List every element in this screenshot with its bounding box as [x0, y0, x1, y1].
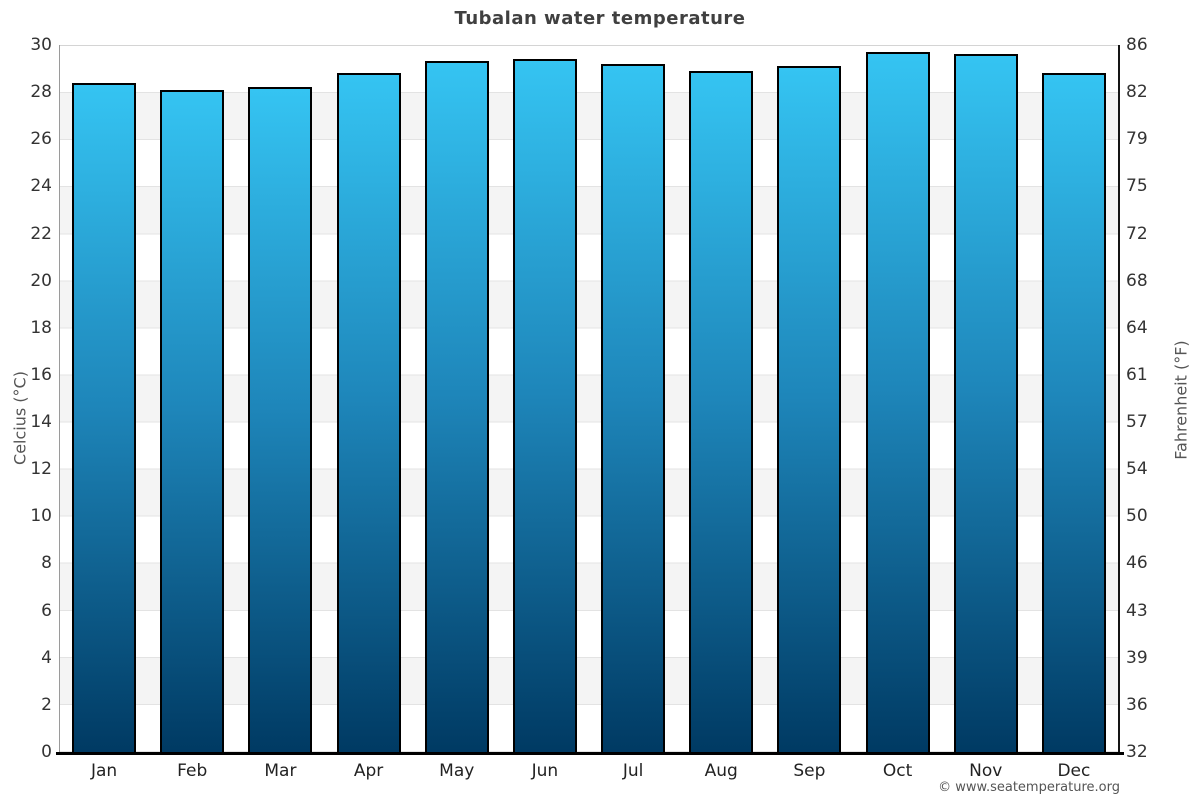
x-tick-oct: Oct: [882, 761, 913, 781]
plot-area: [60, 46, 1118, 752]
x-tick-jul: Jul: [622, 761, 644, 781]
y-tick-left-12: 12: [30, 459, 52, 480]
y-tick-right-79: 79: [1126, 129, 1148, 150]
bar-feb: [160, 89, 225, 752]
y-tick-left-10: 10: [30, 506, 52, 527]
bar-oct: [865, 52, 930, 752]
y-axis-title-fahrenheit: Fahrenheit (°F): [1171, 340, 1191, 460]
y-tick-left-2: 2: [41, 694, 52, 715]
bar-apr: [336, 73, 401, 752]
bar-dec: [1041, 73, 1106, 752]
x-tick-aug: Aug: [704, 761, 738, 781]
y-tick-right-86: 86: [1126, 35, 1148, 55]
chart-title: Tubalan water temperature: [454, 8, 746, 29]
y-tick-right-36: 36: [1126, 694, 1148, 715]
y-tick-left-0: 0: [41, 742, 52, 762]
y-tick-left-8: 8: [41, 553, 52, 574]
bar-aug: [689, 70, 754, 752]
y-tick-right-72: 72: [1126, 223, 1148, 244]
y-tick-left-14: 14: [30, 412, 52, 433]
y-tick-left-28: 28: [30, 82, 52, 103]
bar-jul: [601, 63, 666, 752]
y-tick-left-6: 6: [41, 600, 52, 621]
x-tick-sep: Sep: [793, 761, 826, 781]
bar-jan: [72, 82, 137, 752]
x-tick-mar: Mar: [264, 761, 297, 781]
y-tick-right-68: 68: [1126, 270, 1148, 291]
y-tick-left-16: 16: [30, 364, 52, 385]
x-tick-jun: Jun: [531, 761, 559, 781]
y-tick-right-50: 50: [1126, 506, 1148, 527]
y-tick-right-43: 43: [1126, 600, 1148, 621]
x-axis-line: [56, 752, 1124, 755]
y-tick-right-39: 39: [1126, 647, 1148, 668]
y-axis-title-celsius: Celcius (°C): [10, 371, 30, 465]
y-axis-right-spine: [1118, 45, 1120, 752]
copyright-credit: © www.seatemperature.org: [938, 780, 1120, 795]
y-tick-left-18: 18: [30, 317, 52, 338]
y-tick-left-30: 30: [30, 35, 52, 55]
bar-nov: [953, 54, 1018, 752]
x-tick-jan: Jan: [90, 761, 118, 781]
bar-may: [424, 61, 489, 752]
y-tick-right-46: 46: [1126, 553, 1148, 574]
x-tick-apr: Apr: [353, 761, 384, 781]
y-tick-left-24: 24: [30, 176, 52, 197]
y-axis-left-spine: [59, 45, 60, 752]
y-tick-left-4: 4: [41, 647, 52, 668]
bar-jun: [512, 59, 577, 752]
y-tick-left-22: 22: [30, 223, 52, 244]
bar-sep: [777, 66, 842, 752]
x-tick-may: May: [439, 761, 475, 781]
y-tick-right-57: 57: [1126, 412, 1148, 433]
plot-top-border: [59, 45, 1120, 46]
bar-mar: [248, 87, 313, 752]
x-tick-dec: Dec: [1057, 761, 1091, 781]
y-tick-right-61: 61: [1126, 364, 1148, 385]
y-tick-left-26: 26: [30, 129, 52, 150]
y-tick-right-64: 64: [1126, 317, 1148, 338]
y-tick-right-54: 54: [1126, 459, 1148, 480]
y-tick-right-82: 82: [1126, 82, 1148, 103]
y-tick-right-75: 75: [1126, 176, 1148, 197]
y-tick-right-32: 32: [1126, 742, 1148, 762]
x-tick-nov: Nov: [969, 761, 1003, 781]
y-tick-left-20: 20: [30, 270, 52, 291]
x-tick-feb: Feb: [177, 761, 208, 781]
